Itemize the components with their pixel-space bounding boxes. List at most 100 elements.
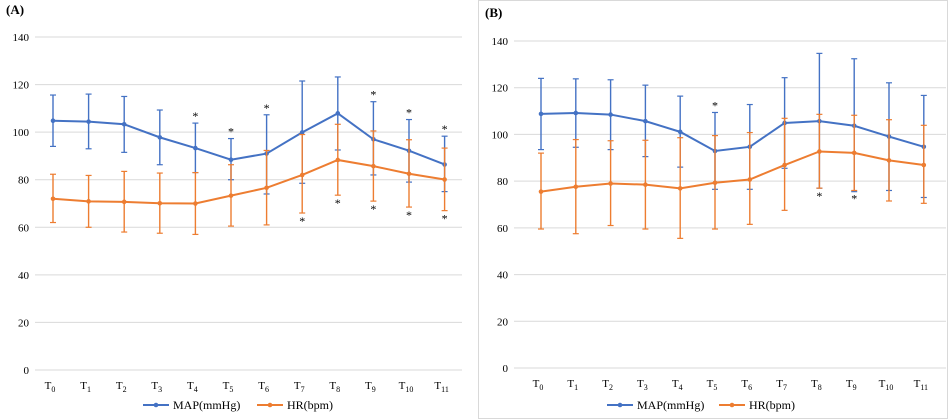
y-tick-label: 140 <box>492 36 509 48</box>
significance-marker: * <box>442 122 448 136</box>
series-line <box>52 158 445 205</box>
legend-marker <box>153 402 159 408</box>
data-point <box>817 149 822 154</box>
x-tick-label: T5 <box>707 378 718 392</box>
x-tick-label: T2 <box>116 380 127 394</box>
x-tick-label: T11 <box>914 378 928 392</box>
y-tick-label: 20 <box>497 316 509 328</box>
data-point <box>643 118 648 124</box>
significance-marker: * <box>264 101 270 115</box>
x-tick-label: T3 <box>637 378 648 392</box>
data-point <box>538 189 544 194</box>
data-point <box>228 157 234 163</box>
data-point <box>677 129 683 135</box>
significance-marker: * <box>816 189 822 203</box>
x-tick-label: T5 <box>223 380 234 394</box>
legend-marker <box>729 402 735 408</box>
series-line <box>52 112 445 166</box>
x-tick-label: T4 <box>187 380 198 394</box>
series-hr: * * * * * <box>50 123 448 236</box>
x-tick-label: T11 <box>434 380 448 394</box>
data-point <box>608 112 613 117</box>
significance-marker: * <box>192 109 198 123</box>
x-tick-label: T0 <box>533 378 544 392</box>
significance-marker: * <box>442 212 448 226</box>
data-point <box>608 181 613 186</box>
y-tick-label: 0 <box>503 363 509 375</box>
legend: MAP(mmHg) HR(bpm) <box>143 398 333 412</box>
y-tick-label: 20 <box>18 317 30 329</box>
legend-marker <box>267 402 273 408</box>
data-point <box>121 199 127 205</box>
data-point <box>921 162 927 168</box>
series-line <box>540 150 924 193</box>
data-point <box>50 196 56 202</box>
y-tick-label: 40 <box>18 270 30 282</box>
data-point <box>193 201 198 206</box>
significance-marker: * <box>370 202 376 216</box>
x-tick-label: T8 <box>811 378 822 392</box>
significance-marker: * <box>370 88 376 102</box>
data-point <box>677 186 683 191</box>
legend-label: MAP(mmHg) <box>173 398 240 412</box>
data-point <box>121 121 127 127</box>
x-tick-label: T1 <box>567 378 578 392</box>
legend: MAP(mmHg) HR(bpm) <box>607 398 795 412</box>
data-point <box>299 172 305 178</box>
y-tick-label: 40 <box>497 270 509 282</box>
data-point <box>538 111 544 117</box>
y-tick-label: 80 <box>497 176 509 188</box>
significance-marker: * <box>851 191 857 205</box>
data-point <box>782 162 787 168</box>
y-tick-label: 60 <box>497 223 509 235</box>
y-tick-label: 120 <box>13 80 30 92</box>
data-point <box>335 111 341 116</box>
series-map: * * * * * * <box>50 76 448 195</box>
data-point <box>442 177 447 182</box>
chart-b: 0 20 40 60 80 100 120 140 T0 T1 T2 T3 T4 T5 T6 T7 T8 T9 T1… <box>492 36 946 412</box>
y-tick-label: 0 <box>24 365 30 377</box>
x-tick-label: T7 <box>294 380 305 394</box>
data-point <box>299 130 305 135</box>
x-tick-label: T7 <box>776 378 787 392</box>
x-tick-label: T4 <box>672 378 683 392</box>
legend-label: HR(bpm) <box>287 398 333 412</box>
panel-label-a: (A) <box>6 2 25 17</box>
significance-marker: * <box>406 106 412 120</box>
data-point <box>573 184 579 190</box>
chart-panel-a: (A) 0 20 40 60 80 100 120 140 T0 T1 T2 T3 T4 T5 T6 T7 T8… <box>0 0 468 419</box>
x-tick-label: T1 <box>80 380 91 394</box>
data-point <box>573 110 579 116</box>
chart-a: 0 20 40 60 80 100 120 140 T0 T1 T2 T3 T4 T5 T6 T7 T8 T9 T1… <box>13 32 462 412</box>
panel-label-b: (B) <box>485 5 503 20</box>
x-tick-label: T9 <box>846 378 857 392</box>
data-point <box>747 177 753 182</box>
data-point <box>157 200 163 206</box>
series-line <box>540 111 925 153</box>
significance-marker: * <box>406 208 412 222</box>
legend-label: HR(bpm) <box>749 398 795 412</box>
x-tick-label: T8 <box>329 380 340 394</box>
legend-marker <box>617 402 623 408</box>
y-tick-label: 80 <box>18 175 30 187</box>
chart-panel-b: (B) 0 20 40 60 80 100 120 140 T0 T1 T2 T3 T4 T5 T6 T7 T8… <box>478 0 948 419</box>
data-point <box>86 199 91 204</box>
significance-marker: * <box>335 196 341 210</box>
significance-marker: * <box>299 214 305 228</box>
data-point <box>335 157 341 163</box>
data-point <box>193 145 198 151</box>
x-tick-label: T9 <box>365 380 376 394</box>
series-map: * <box>538 52 927 199</box>
data-point <box>50 118 56 124</box>
x-tick-label: T2 <box>602 378 613 392</box>
y-tick-label: 100 <box>13 127 30 139</box>
data-point <box>371 163 376 169</box>
x-tick-label: T0 <box>45 380 56 394</box>
x-tick-label: T3 <box>151 380 162 394</box>
data-point <box>712 180 718 186</box>
y-tick-label: 120 <box>492 83 509 95</box>
x-tick-label: T10 <box>399 380 414 394</box>
y-tick-label: 140 <box>13 32 30 44</box>
data-point <box>86 119 91 124</box>
data-point <box>886 158 892 163</box>
